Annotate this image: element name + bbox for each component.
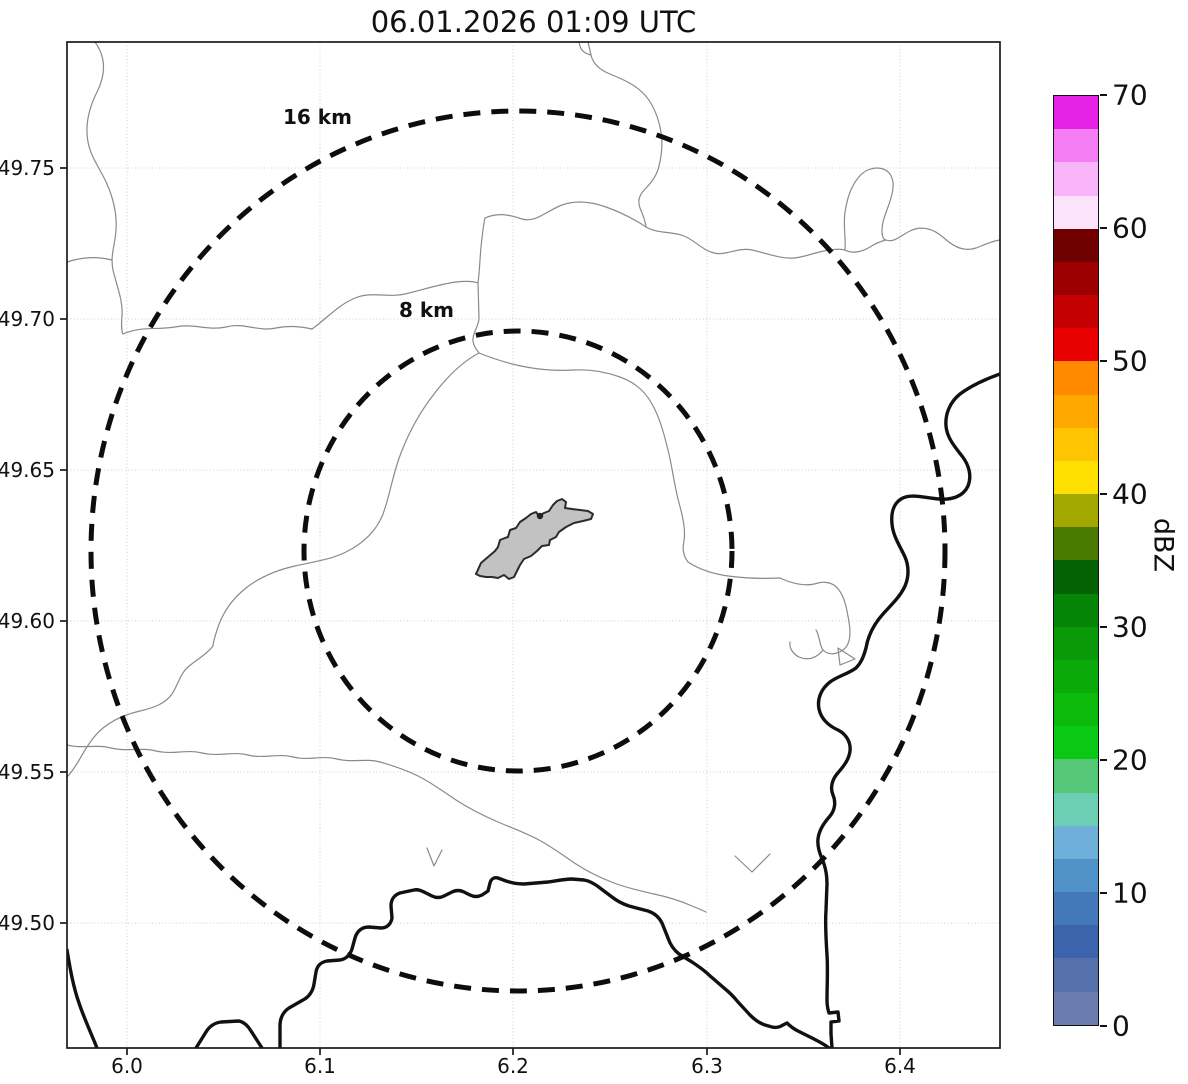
x-tick-label-6.3: 6.3 bbox=[691, 1054, 723, 1078]
y-tick-label-49.50: 49.50 bbox=[0, 911, 55, 935]
colorbar-tick-mark-40 bbox=[1100, 493, 1107, 495]
plot-title: 06.01.2026 01:09 UTC bbox=[370, 5, 697, 39]
admin-boundary-line bbox=[484, 201, 846, 259]
colorbar-tick-label-30: 30 bbox=[1112, 610, 1148, 644]
country-border-southwest bbox=[67, 948, 99, 1048]
colorbar-tick-label-70: 70 bbox=[1112, 78, 1148, 112]
admin-boundary-line bbox=[311, 280, 480, 354]
range-ring-16km-label: 16 km bbox=[283, 105, 352, 129]
colorbar-tick-mark-30 bbox=[1100, 626, 1107, 628]
colorbar-segment-57.5-60dbz bbox=[1054, 228, 1098, 262]
admin-boundary-line bbox=[844, 239, 887, 253]
colorbar-tick-mark-50 bbox=[1100, 360, 1107, 362]
city-polygon bbox=[475, 498, 594, 580]
x-tick-label-6.2: 6.2 bbox=[497, 1054, 529, 1078]
colorbar-segment-17.5-20dbz bbox=[1054, 759, 1098, 793]
colorbar-segment-0-2.5dbz bbox=[1054, 991, 1098, 1025]
colorbar-segment-55-57.5dbz bbox=[1054, 261, 1098, 296]
colorbar-tick-label-0: 0 bbox=[1112, 1009, 1130, 1043]
colorbar-tick-label-40: 40 bbox=[1112, 477, 1148, 511]
colorbar-segment-20-22.5dbz bbox=[1054, 726, 1098, 760]
colorbar-segment-65-67.5dbz bbox=[1054, 129, 1098, 163]
colorbar-tick-mark-70 bbox=[1100, 94, 1107, 96]
x-tick-label-6.0: 6.0 bbox=[111, 1054, 143, 1078]
colorbar-segment-22.5-25dbz bbox=[1054, 693, 1098, 727]
admin-boundary-line bbox=[212, 352, 480, 647]
colorbar-axis-label: dBZ bbox=[1147, 517, 1179, 573]
country-border-south bbox=[278, 876, 831, 1048]
y-tick-label-49.65: 49.65 bbox=[0, 458, 55, 482]
colorbar-segment-45-47.5dbz bbox=[1054, 394, 1098, 428]
colorbar-segment-7.5-10dbz bbox=[1054, 892, 1098, 926]
admin-boundary-line bbox=[789, 641, 824, 660]
colorbar-tick-label-20: 20 bbox=[1112, 743, 1148, 777]
radar-site-marker-dot bbox=[536, 512, 544, 520]
city-footprint bbox=[475, 498, 594, 580]
colorbar-segment-32.5-35dbz bbox=[1054, 560, 1098, 594]
y-tick-label-49.70: 49.70 bbox=[0, 307, 55, 331]
colorbar-segment-47.5-50dbz bbox=[1054, 361, 1098, 395]
admin-boundary-line bbox=[843, 167, 1000, 251]
range-ring-16km bbox=[88, 108, 948, 994]
colorbar-segment-37.5-40dbz bbox=[1054, 494, 1098, 528]
admin-boundary-line bbox=[426, 847, 443, 867]
admin-boundary-line bbox=[477, 217, 486, 284]
admin-boundary-line bbox=[478, 352, 781, 579]
colorbar-segment-62.5-65dbz bbox=[1054, 162, 1098, 196]
colorbar-segment-42.5-45dbz bbox=[1054, 427, 1098, 461]
colorbar-segment-5-7.5dbz bbox=[1054, 925, 1098, 959]
country-borders bbox=[67, 372, 1000, 1048]
admin-boundary-line bbox=[837, 647, 856, 666]
colorbar bbox=[1053, 95, 1099, 1026]
colorbar-tick-mark-0 bbox=[1100, 1025, 1107, 1027]
axis-tick-marks bbox=[60, 167, 901, 1055]
colorbar-segment-52.5-55dbz bbox=[1054, 295, 1098, 329]
country-border-river-east bbox=[816, 372, 1000, 1048]
y-tick-label-49.60: 49.60 bbox=[0, 609, 55, 633]
colorbar-segment-25-27.5dbz bbox=[1054, 659, 1098, 694]
colorbar-tick-label-60: 60 bbox=[1112, 211, 1148, 245]
colorbar-tick-mark-60 bbox=[1100, 227, 1107, 229]
country-border-bump bbox=[194, 1019, 264, 1048]
gridlines bbox=[67, 42, 1000, 1048]
admin-boundary-line bbox=[578, 42, 592, 56]
admin-boundaries bbox=[67, 42, 1000, 913]
admin-boundary-line bbox=[67, 645, 214, 778]
admin-boundary-line bbox=[86, 42, 124, 335]
colorbar-tick-label-50: 50 bbox=[1112, 344, 1148, 378]
colorbar-segment-27.5-30dbz bbox=[1054, 626, 1098, 660]
colorbar-segment-10-12.5dbz bbox=[1054, 858, 1098, 893]
admin-boundary-line bbox=[587, 42, 663, 227]
x-tick-label-6.4: 6.4 bbox=[884, 1054, 916, 1078]
colorbar-segment-35-37.5dbz bbox=[1054, 527, 1098, 561]
colorbar-tick-mark-20 bbox=[1100, 759, 1107, 761]
colorbar-segment-2.5-5dbz bbox=[1054, 958, 1098, 992]
admin-boundary-line bbox=[67, 744, 707, 913]
range-rings bbox=[88, 108, 948, 994]
colorbar-segment-67.5-70dbz bbox=[1054, 96, 1098, 130]
colorbar-tick-mark-10 bbox=[1100, 892, 1107, 894]
axes-box bbox=[66, 41, 1001, 1049]
x-tick-label-6.1: 6.1 bbox=[304, 1054, 336, 1078]
admin-boundary-line bbox=[734, 853, 771, 873]
range-ring-8km bbox=[301, 328, 735, 774]
admin-boundary-line bbox=[122, 325, 313, 335]
colorbar-tick-label-10: 10 bbox=[1112, 876, 1148, 910]
colorbar-segment-50-52.5dbz bbox=[1054, 328, 1098, 362]
colorbar-segment-40-42.5dbz bbox=[1054, 460, 1098, 495]
colorbar-segment-12.5-15dbz bbox=[1054, 825, 1098, 859]
colorbar-segment-30-32.5dbz bbox=[1054, 593, 1098, 627]
colorbar-segment-15-17.5dbz bbox=[1054, 792, 1098, 826]
colorbar-segment-60-62.5dbz bbox=[1054, 195, 1098, 229]
y-tick-label-49.75: 49.75 bbox=[0, 156, 55, 180]
range-ring-8km-label: 8 km bbox=[399, 298, 454, 322]
y-tick-label-49.55: 49.55 bbox=[0, 760, 55, 784]
admin-boundary-line bbox=[67, 256, 113, 263]
